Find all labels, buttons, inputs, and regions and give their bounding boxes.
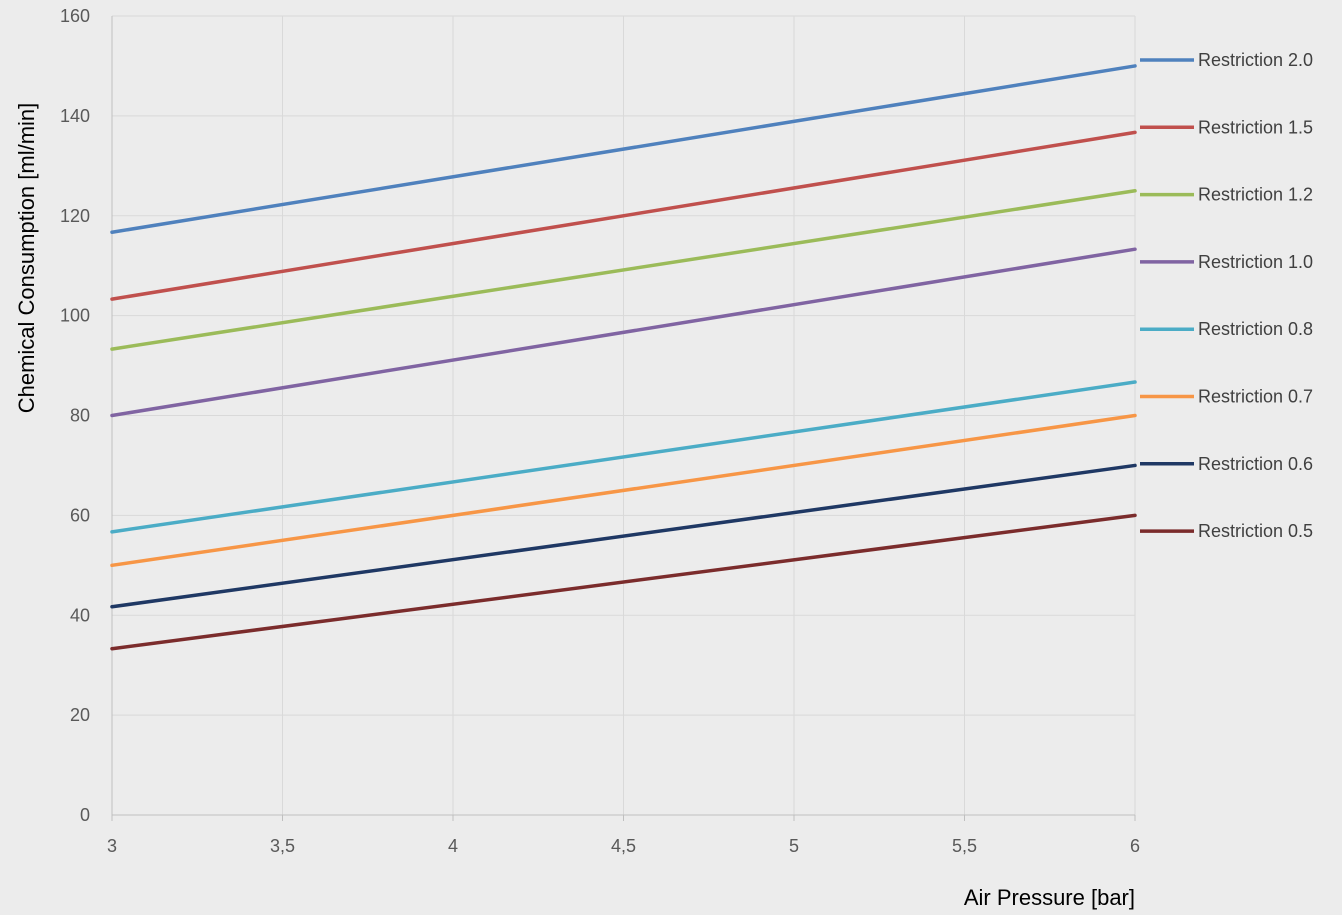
- x-tick-label: 5,5: [952, 836, 977, 856]
- y-tick-label: 80: [70, 406, 90, 426]
- y-tick-label: 60: [70, 505, 90, 525]
- x-tick-label: 5: [789, 836, 799, 856]
- legend-label: Restriction 0.6: [1198, 454, 1313, 474]
- legend-label: Restriction 0.5: [1198, 521, 1313, 541]
- series-line-restriction-0-5: [110, 513, 1137, 651]
- legend-label: Restriction 2.0: [1198, 50, 1313, 70]
- y-tick-label: 120: [60, 206, 90, 226]
- y-axis-ticks: 0 20 40 60 80 100 120 140 160: [60, 6, 90, 825]
- legend-label: Restriction 1.2: [1198, 185, 1313, 205]
- series-line-restriction-0-8: [110, 380, 1137, 534]
- y-tick-label: 40: [70, 605, 90, 625]
- y-tick-label: 160: [60, 6, 90, 26]
- series-lines: [110, 64, 1137, 651]
- legend-item: Restriction 2.0: [1140, 50, 1313, 70]
- x-tick-label: 4,5: [611, 836, 636, 856]
- y-tick-label: 20: [70, 705, 90, 725]
- legend-item: Restriction 1.2: [1140, 185, 1313, 205]
- series-line-restriction-1-2: [110, 189, 1137, 351]
- y-tick-label: 100: [60, 306, 90, 326]
- x-axis-title: Air Pressure [bar]: [964, 885, 1135, 910]
- series-line-restriction-1-5: [110, 130, 1137, 301]
- grid-lines: [112, 15, 1136, 815]
- legend-item: Restriction 0.6: [1140, 454, 1313, 474]
- legend-item: Restriction 1.0: [1140, 252, 1313, 272]
- y-tick-label: 0: [80, 805, 90, 825]
- x-tick-label: 6: [1130, 836, 1140, 856]
- legend-item: Restriction 0.7: [1140, 387, 1313, 407]
- x-tick-label: 3,5: [270, 836, 295, 856]
- legend-item: Restriction 1.5: [1140, 117, 1313, 137]
- y-axis-title: Chemical Consumption [ml/min]: [14, 103, 39, 414]
- series-line-restriction-0-7: [110, 413, 1137, 568]
- legend-label: Restriction 0.8: [1198, 319, 1313, 339]
- y-tick-label: 140: [60, 106, 90, 126]
- series-line-restriction-0-6: [110, 463, 1137, 609]
- legend-label: Restriction 1.0: [1198, 252, 1313, 272]
- legend-label: Restriction 0.7: [1198, 387, 1313, 407]
- series-line-restriction-1-0: [110, 247, 1137, 418]
- legend-label: Restriction 1.5: [1198, 117, 1313, 137]
- x-tick-label: 4: [448, 836, 458, 856]
- legend-item: Restriction 0.5: [1140, 521, 1313, 541]
- x-axis-ticks: 3 3,5 4 4,5 5 5,5 6: [107, 815, 1140, 856]
- x-tick-label: 3: [107, 836, 117, 856]
- legend-item: Restriction 0.8: [1140, 319, 1313, 339]
- series-line-restriction-2-0: [110, 64, 1137, 234]
- legend: Restriction 2.0 Restriction 1.5 Restrictio…: [1140, 50, 1313, 541]
